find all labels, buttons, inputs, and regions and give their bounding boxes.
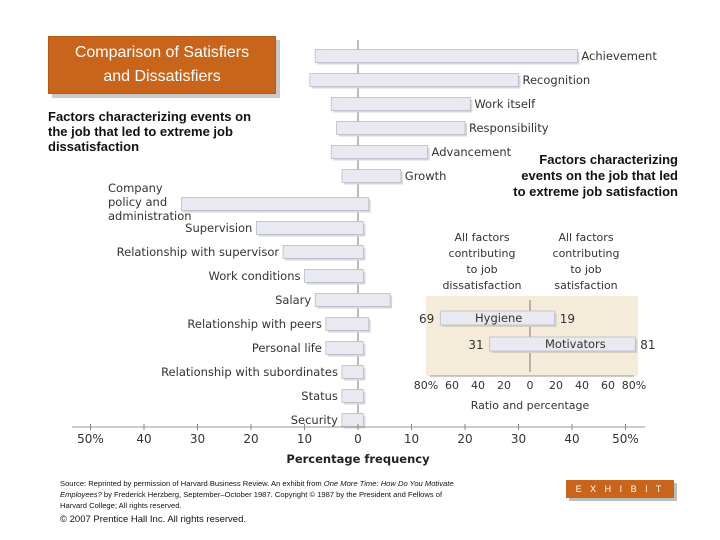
right-caption: Factors characterizing events on the job…	[513, 152, 678, 199]
inset-bar-motivators	[489, 336, 636, 352]
x-tick-label: 40	[136, 432, 151, 446]
x-tick-label: 50%	[612, 432, 639, 446]
factor-label: Responsibility	[469, 121, 549, 135]
bar-company-policy-and-administration	[181, 197, 370, 211]
factor-label: Work itself	[474, 97, 536, 111]
main-x-axis-label: Percentage frequency	[286, 452, 430, 466]
bar-personal-life	[325, 341, 364, 355]
bar-recognition	[309, 73, 519, 87]
x-tick-label: 30	[190, 432, 205, 446]
inset-right-header: All factors	[558, 231, 613, 244]
title-line-1: Comparison of Satisfiers	[74, 44, 250, 61]
inset-tick-label: 20	[549, 379, 563, 392]
factor-label: policy and	[108, 195, 167, 209]
x-tick-label: 20	[457, 432, 472, 446]
factor-label: Security	[291, 413, 338, 427]
inset-tick-label: 40	[575, 379, 589, 392]
factor-label: Relationship with subordinates	[161, 365, 338, 379]
inset-tick-label: 60	[445, 379, 459, 392]
left-caption: Factors characterizing events on the job…	[48, 109, 252, 154]
bar-supervision	[255, 221, 364, 235]
inset-left-header: dissatisfaction	[442, 279, 521, 292]
bar-salary	[314, 293, 391, 307]
factor-label: Advancement	[432, 145, 512, 159]
inset-right-header: contributing	[553, 247, 620, 260]
inset-bar-hygiene	[439, 310, 556, 326]
bar-relationship-with-peers	[325, 317, 370, 331]
x-tick-label: 50%	[77, 432, 104, 446]
bar-security	[341, 413, 364, 427]
inset-left-header: All factors	[454, 231, 509, 244]
ratio-inset: All factors contributing to job dissatisfac…	[414, 231, 656, 412]
factor-label: Work conditions	[209, 269, 301, 283]
x-tick-label: 0	[354, 432, 362, 446]
bar-achievement	[314, 49, 578, 63]
inset-left-value: 31	[468, 338, 483, 352]
inset-row-label: Motivators	[545, 337, 606, 351]
source-title: One More Time: How Do You Motivate Emplo…	[60, 479, 454, 499]
factor-label: Supervision	[185, 221, 252, 235]
inset-right-header: to job	[570, 263, 601, 276]
factor-label: Recognition	[523, 73, 591, 87]
inset-tick-label: 80%	[414, 379, 438, 392]
inset-tick-label: 20	[497, 379, 511, 392]
bar-advancement	[330, 145, 428, 159]
inset-left-header: to job	[466, 263, 497, 276]
x-tick-label: 10	[297, 432, 312, 446]
inset-x-axis-label: Ratio and percentage	[471, 399, 590, 412]
inset-tick-label: 60	[601, 379, 615, 392]
bar-responsibility	[336, 121, 466, 135]
source-rest: by Frederick Herzberg, September–October…	[60, 490, 443, 510]
inset-tick-label: 40	[471, 379, 485, 392]
source-note: Source: Reprinted by permission of Harva…	[60, 478, 460, 511]
inset-left-value: 69	[419, 312, 434, 326]
inset-tick-label: 0	[527, 379, 534, 392]
factor-label: Growth	[405, 169, 447, 183]
inset-background	[426, 296, 638, 376]
factor-label: administration	[108, 209, 192, 223]
bar-relationship-with-supervisor	[282, 245, 364, 259]
main-bars	[181, 49, 580, 429]
exhibit-badge: E X H I B I T 6–2	[566, 480, 674, 512]
factor-label: Salary	[275, 293, 311, 307]
inset-right-header: satisfaction	[554, 279, 617, 292]
main-labels: Achievement Recognition Work itself Respons…	[108, 49, 657, 427]
factor-label: Status	[301, 389, 338, 403]
inset-row-label: Hygiene	[475, 311, 522, 325]
x-tick-label: 20	[243, 432, 258, 446]
factor-label: Achievement	[581, 49, 657, 63]
inset-tick-label: 80%	[622, 379, 646, 392]
main-x-axis: 50% 40 30 20 10 0 10 20 30 40 50%	[72, 424, 645, 446]
source-prefix: Source: Reprinted by permission of Harva…	[60, 479, 324, 488]
factor-label: Company	[108, 181, 163, 195]
bar-work-itself	[330, 97, 471, 111]
x-tick-label: 30	[511, 432, 526, 446]
x-tick-label: 10	[404, 432, 419, 446]
factor-label: Relationship with supervisor	[117, 245, 280, 259]
bar-relationship-with-subordinates	[341, 365, 364, 379]
bar-work-conditions	[304, 269, 364, 283]
inset-left-header: contributing	[449, 247, 516, 260]
bar-growth	[341, 169, 402, 183]
x-tick-label: 40	[564, 432, 579, 446]
bar-status	[341, 389, 364, 403]
title-line-2: and Dissatisfiers	[103, 68, 221, 85]
title-box: Comparison of Satisfiers and Dissatisfie…	[48, 36, 276, 94]
inset-right-value: 81	[640, 338, 655, 352]
copyright: © 2007 Prentice Hall Inc. All rights res…	[60, 514, 247, 525]
inset-right-value: 19	[560, 312, 575, 326]
factor-label: Relationship with peers	[187, 317, 321, 331]
factor-label: Personal life	[252, 341, 322, 355]
